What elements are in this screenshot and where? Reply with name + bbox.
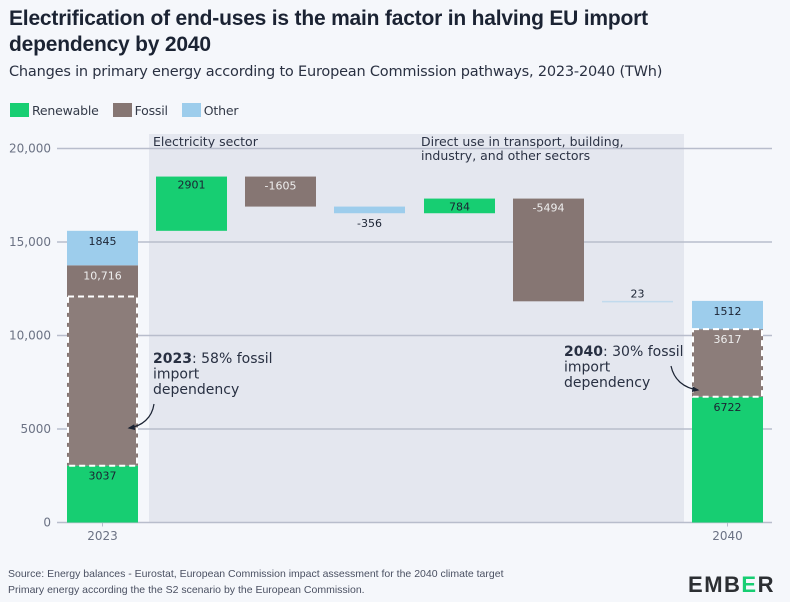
x-tick-label: 2040 [712,529,743,543]
waterfall-bar-other [334,206,405,214]
logo-text-end: R [757,572,775,597]
bar-label: -356 [357,217,382,230]
waterfall-bar-renewable [156,176,227,231]
annotation-text-line: dependency [153,382,239,398]
legend-label-fossil: Fossil [134,102,168,118]
sector-band-label: Electricity sector [153,134,259,149]
waterfall-bar-other [602,300,673,303]
bar-segment-renewable [67,465,138,523]
import-dependency-box [67,295,138,467]
legend-item-renewable: Renewable [10,103,99,118]
y-tick-label: 20,000 [9,142,51,156]
bar-label: 6722 [714,401,742,414]
bars [67,176,763,523]
legend: Renewable Fossil Other [10,102,252,118]
sector-bands: Electricity sector Direct use in transpor… [149,134,684,523]
sector-band-label: industry, and other sectors [421,148,590,163]
gridlines: 0 5000 10,000 15,000 20,000 2023 2040 [9,142,772,543]
waterfall-bar-renewable [424,198,495,214]
footer: Source: Energy balances - Eurostat, Euro… [8,566,504,598]
bar-segment-fossil [67,265,138,466]
bar-segment-other [692,300,763,330]
y-tick-label: 15,000 [9,235,51,249]
annotation-text-line: : 30% fossil [603,344,684,360]
legend-item-fossil: Fossil [112,102,168,118]
bar-label: 784 [449,201,470,214]
bar-label: 23 [631,287,645,300]
ember-logo: EMBER [688,572,775,598]
x-tick-label: 2023 [87,529,118,543]
annotation-year: 2023 [153,351,192,367]
bar-label: -5494 [533,202,565,215]
annotation-text: 2040: 30% fossil [564,344,684,360]
bar-label: 3037 [89,470,117,483]
sector-band [417,134,684,523]
legend-label-renewable: Renewable [32,102,99,118]
legend-item-other: Other [181,102,239,118]
import-dependency-box [692,328,763,398]
legend-swatch-other [181,103,201,117]
annotation-text-line: : 58% fossil [192,351,273,367]
bar-segment-renewable [692,396,763,523]
chart-title: Electrification of end-uses is the main … [9,7,648,56]
chart-subtitle: Changes in primary energy according to E… [9,64,663,80]
bar-segment-other [67,230,138,266]
annotation-arrow [127,403,155,430]
bar-label: 1845 [89,235,117,248]
bar-label: 2901 [178,179,206,192]
annotation-text-line: dependency [564,375,650,391]
y-tick-label: 5000 [20,422,51,436]
bar-label: 3617 [714,333,742,346]
legend-label-other: Other [203,102,239,118]
annotation-year: 2040 [564,344,603,360]
bar-labels: 1845 10,716 3037 1512 3617 6722 2901 -1605 -356 7… [83,179,741,483]
y-tick-label: 10,000 [9,329,51,343]
bar-segment-fossil [692,329,763,397]
annotation-text-line: import [564,360,611,376]
logo-text-start: EMB [688,572,742,597]
annotation-arrow [670,365,700,393]
y-tick-label: 0 [43,516,51,530]
bar-label: 10,716 [83,269,122,282]
source-note: Source: Energy balances - Eurostat, Euro… [8,568,504,580]
sector-band-label: Direct use in transport, building, [421,134,624,149]
legend-swatch-renewable [10,103,29,117]
logo-accent-e: E [741,572,758,597]
legend-swatch-fossil [112,103,132,117]
waterfall-bar-fossil [513,198,584,302]
waterfall-bar-fossil [245,176,316,207]
scenario-note: Primary energy according the the S2 scen… [8,584,365,596]
annotation-text: 2023: 58% fossil [153,351,273,367]
annotation-text-line: import [153,367,200,383]
bar-label: -1605 [265,180,297,193]
bar-label: 1512 [714,305,742,318]
chart-area: Electricity sector Direct use in transpor… [9,134,772,543]
